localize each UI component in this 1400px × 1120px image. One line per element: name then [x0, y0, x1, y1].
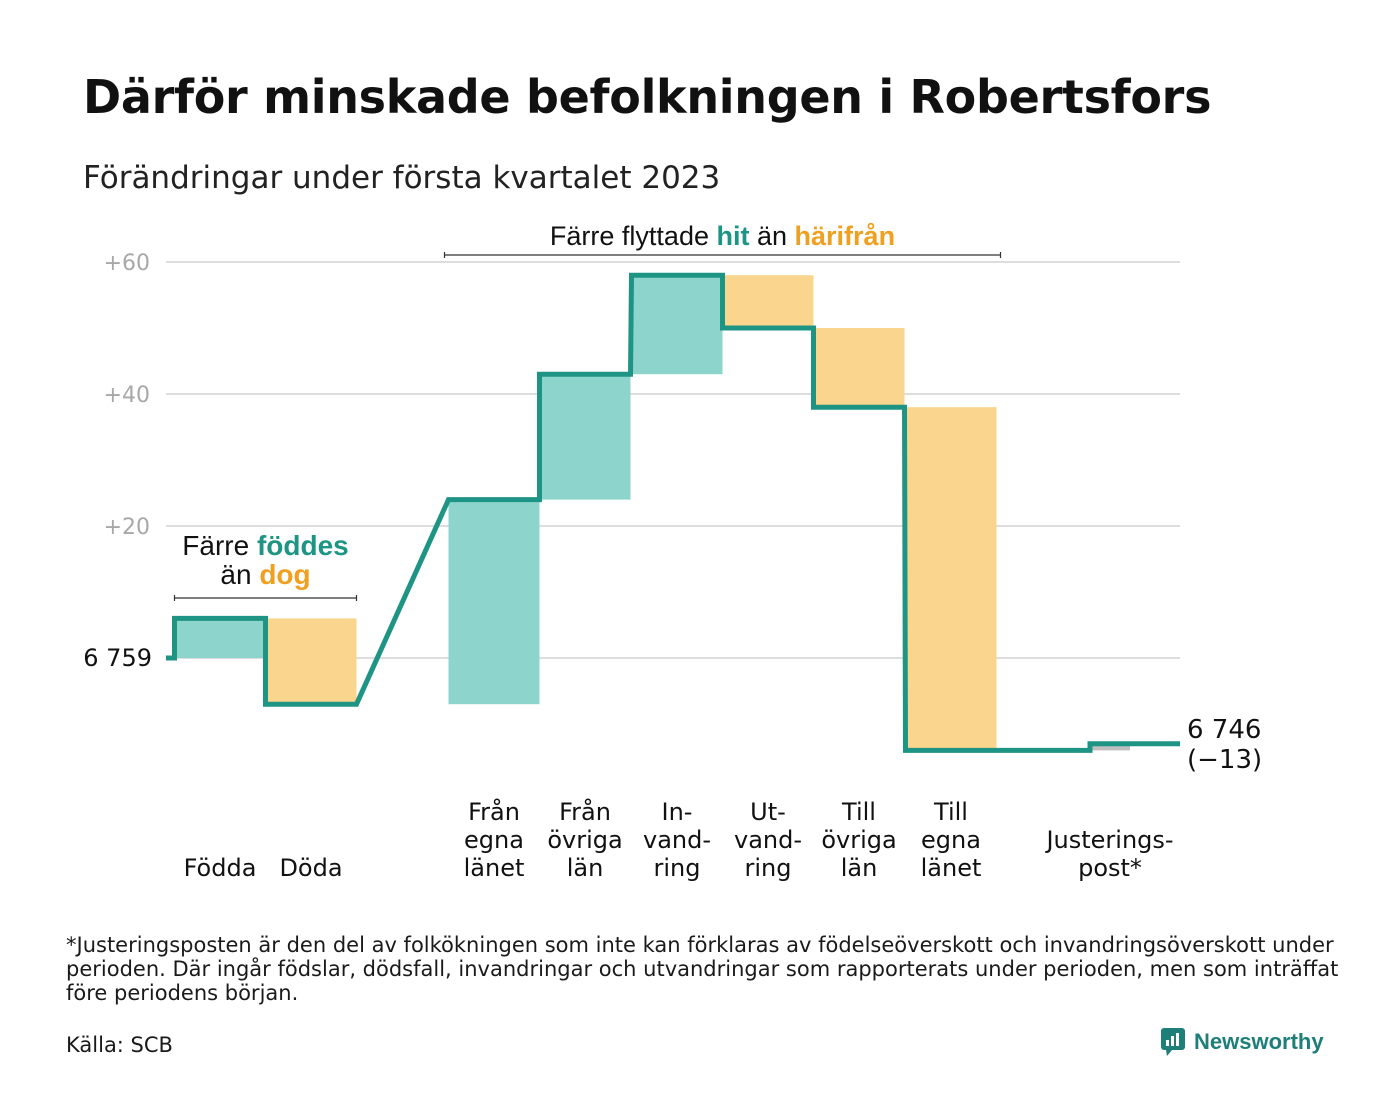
category-label: Döda	[279, 854, 342, 882]
annotation-births-line1: Färre föddes	[182, 530, 348, 561]
chart-title: Därför minskade befolkningen i Robertsfo…	[83, 70, 1212, 124]
source-label: Källa: SCB	[66, 1033, 173, 1057]
newsworthy-logo-icon	[1161, 1028, 1185, 1056]
annotation-migration-bracket	[443, 252, 1002, 258]
end-change-label: (−13)	[1187, 745, 1262, 775]
bar-ut-vand-ring	[722, 275, 814, 328]
brand-name: Newsworthy	[1194, 1029, 1324, 1054]
category-label: Till egna länet	[921, 798, 982, 882]
category-label: Födda	[184, 854, 257, 882]
category-label: Till övriga län	[821, 798, 896, 882]
chart-subtitle: Förändringar under första kvartalet 2023	[83, 160, 721, 196]
y-tick-label: +40	[104, 383, 150, 408]
bar-till-övriga-län	[813, 328, 905, 408]
category-label: Från övriga län	[547, 797, 622, 882]
bar-till-egna-länet	[905, 407, 997, 751]
footnote: *Justeringsposten är den del av folkökni…	[66, 933, 1339, 1005]
cumulative-step-line	[166, 272, 1180, 753]
bar-justerings-post-	[1090, 743, 1130, 751]
y-tick-label: +60	[104, 251, 150, 276]
bar-födda	[174, 618, 266, 658]
start-value-label: 6 759	[83, 644, 152, 672]
category-label: Från egna länet	[464, 797, 525, 882]
category-label: Justerings-post*	[1044, 826, 1173, 882]
annotation-births-bracket	[173, 595, 358, 601]
waterfall-chart: +20 +40 +60 6 759 6 746(−13) Födda Döda Från egn…	[83, 221, 1262, 882]
bar-från-egna-länet	[448, 499, 540, 705]
brand-logo[interactable]: Newsworthy	[1160, 1027, 1324, 1057]
annotation-migration-text: Färre flyttade hit än härifrån	[550, 221, 895, 251]
y-tick-label: +20	[104, 515, 150, 540]
bar-döda	[265, 618, 357, 705]
category-label: In-vand-ring	[643, 798, 711, 882]
end-value-label: 6 746	[1187, 715, 1261, 745]
bar-in-vand-ring	[631, 275, 723, 375]
bar-från-övriga-län	[539, 374, 631, 500]
annotation-births-line2: än dog	[220, 559, 310, 590]
category-label: Ut-vand-ring	[734, 798, 802, 882]
